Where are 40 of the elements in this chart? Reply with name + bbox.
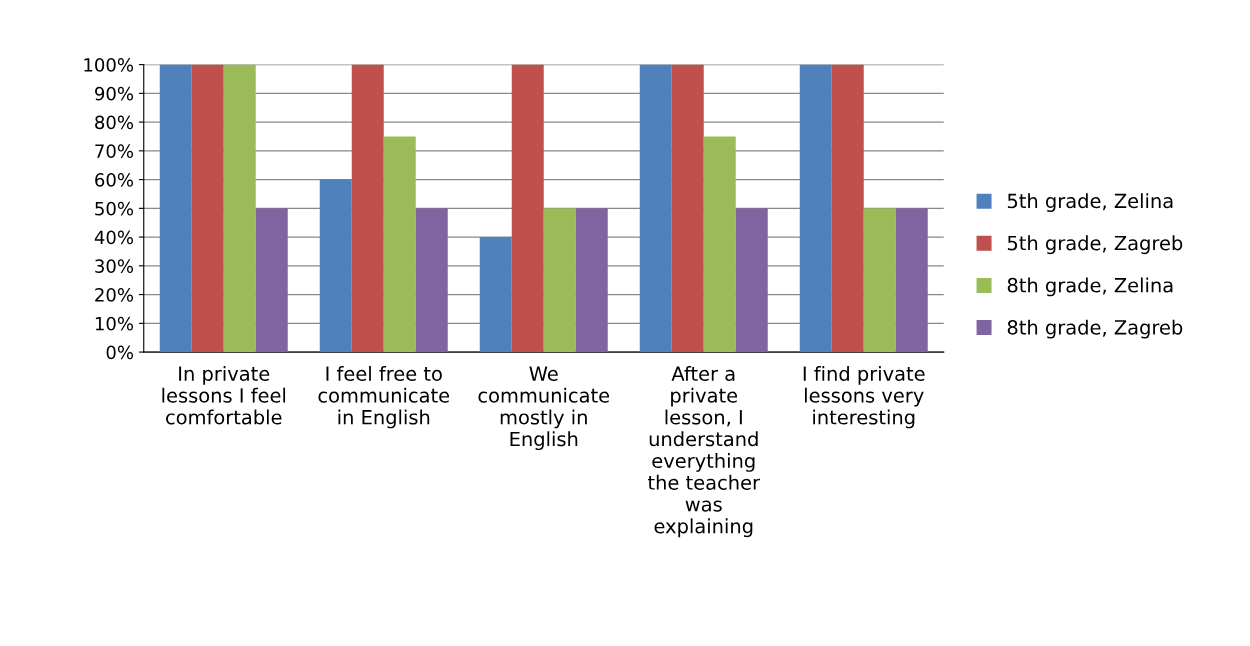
bar	[479, 237, 512, 353]
x-tick-label: In private lessons I feel comfortable	[162, 365, 286, 425]
y-tick-label: 10%	[95, 316, 134, 331]
y-tick-label: 40%	[94, 230, 134, 245]
bar	[799, 64, 832, 353]
y-tick-label: 0%	[106, 345, 134, 360]
bar	[415, 208, 448, 353]
bar	[351, 64, 384, 353]
y-tick-label: 90%	[95, 86, 134, 101]
bar	[671, 64, 704, 353]
bar	[831, 64, 864, 353]
y-tick-label: 50%	[95, 201, 134, 216]
legend-label: 5th grade, Zagreb	[1007, 235, 1183, 255]
legend-label: 8th grade, Zagreb	[1007, 319, 1183, 339]
bar	[511, 64, 544, 353]
bar	[735, 208, 768, 353]
y-tick-label: 70%	[95, 144, 134, 158]
bar	[703, 136, 736, 353]
y-tick-label: 20%	[95, 288, 134, 302]
y-tick-label: 100%	[84, 58, 134, 72]
bar	[895, 208, 928, 353]
y-tick-label: 30%	[95, 259, 134, 273]
y-tick-label: 60%	[95, 173, 134, 187]
bar	[863, 208, 896, 353]
x-tick-label: I find private lessons very interesting	[803, 365, 925, 429]
bar	[639, 64, 672, 353]
x-tick-label: After a private lesson, I understand everything the teacher was explaining	[647, 365, 761, 538]
y-tick-label: 80%	[95, 115, 134, 130]
legend-label: 5th grade, Zelina	[1007, 193, 1173, 213]
bar	[223, 64, 256, 353]
x-tick-label: We communicate mostly in English	[478, 366, 610, 451]
legend-label: 8th grade, Zelina	[1007, 277, 1173, 297]
bar	[575, 208, 608, 353]
bar	[255, 208, 288, 353]
bar	[319, 179, 352, 353]
bar	[383, 136, 416, 353]
bar	[159, 64, 192, 353]
bar	[543, 208, 576, 353]
bar	[191, 64, 224, 353]
x-tick-label: I feel free to communicate in English	[318, 365, 450, 429]
